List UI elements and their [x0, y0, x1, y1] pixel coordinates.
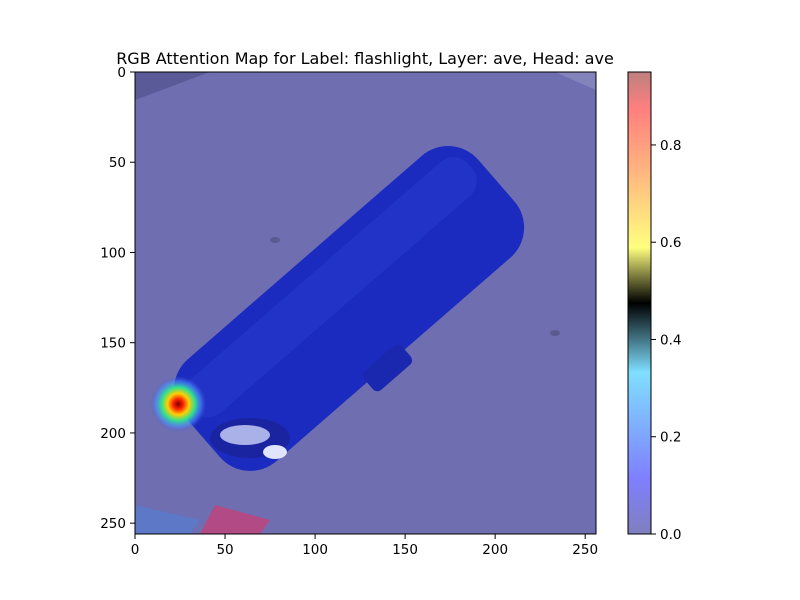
flashlight-button [362, 344, 413, 392]
flashlight-lens [220, 425, 270, 445]
red-mat [200, 505, 270, 534]
floor-corner-top-left [135, 72, 210, 100]
chart-title: RGB Attention Map for Label: flashlight,… [116, 49, 614, 68]
colorbar-tick-label: 0.4 [660, 332, 681, 348]
y-tick-label: 250 [100, 516, 126, 532]
colorbar-tick-label: 0.6 [660, 235, 681, 251]
colorbar-axis: 0.0 0.2 0.4 0.6 0.8 [651, 138, 681, 543]
colorbar-tick-label: 0.8 [660, 138, 681, 154]
y-axis: 0 50 100 150 200 250 [100, 65, 135, 532]
x-axis: 0 50 100 150 200 250 [131, 534, 598, 558]
floor-speck [550, 330, 560, 336]
attention-image [135, 72, 596, 534]
floor-corner-top-right [555, 72, 596, 90]
x-tick-label: 200 [482, 542, 508, 558]
y-tick-label: 150 [100, 336, 126, 352]
x-tick-label: 0 [131, 542, 140, 558]
flashlight-lens-reflection [263, 445, 287, 459]
x-tick-label: 100 [302, 542, 328, 558]
x-tick-label: 250 [572, 542, 598, 558]
flashlight-body [174, 146, 525, 471]
flashlight [174, 146, 525, 471]
y-tick-label: 50 [109, 155, 126, 171]
flashlight-highlight [184, 157, 477, 418]
plot-frame [134, 71, 597, 535]
colorbar-tick-label: 0.0 [660, 527, 681, 543]
colorbar-frame [627, 71, 652, 535]
colorbar [628, 72, 651, 534]
floor-speck [270, 237, 280, 243]
x-tick-label: 50 [216, 542, 233, 558]
attention-peak [150, 376, 207, 433]
colorbar-tick-label: 0.2 [660, 430, 681, 446]
y-tick-label: 200 [100, 426, 126, 442]
blue-mat [135, 505, 200, 534]
x-tick-label: 150 [392, 542, 418, 558]
y-tick-label: 0 [117, 65, 126, 81]
y-tick-label: 100 [100, 245, 126, 261]
